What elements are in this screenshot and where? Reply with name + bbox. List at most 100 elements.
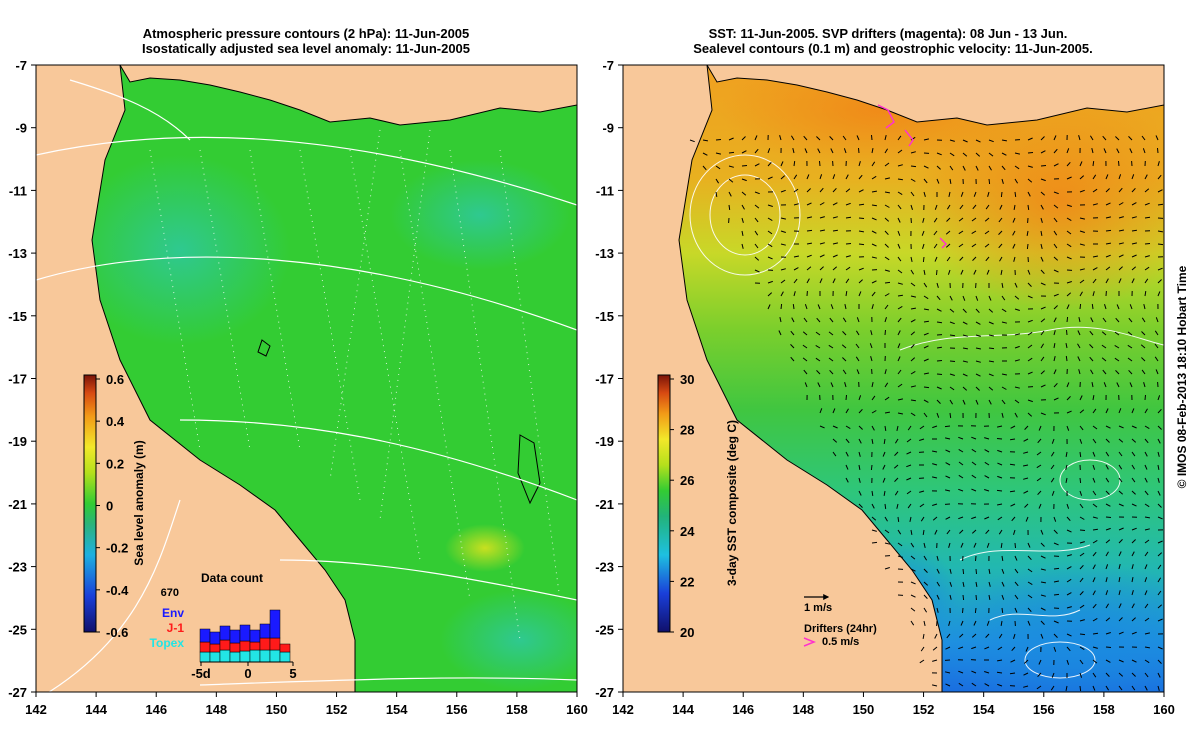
velocity-arrow (1053, 382, 1058, 388)
velocity-arrow (1066, 503, 1070, 509)
velocity-arrow (1040, 191, 1046, 196)
velocity-arrow (832, 229, 838, 232)
velocity-arrow (1118, 254, 1124, 258)
right-y-tick-label: -9 (602, 121, 614, 136)
velocity-arrow (1157, 189, 1163, 193)
velocity-arrow (945, 462, 951, 466)
velocity-arrow (1079, 395, 1083, 401)
velocity-arrow (1118, 266, 1123, 271)
velocity-arrow (819, 216, 825, 219)
velocity-arrow (1144, 464, 1148, 470)
velocity-arrow (897, 217, 901, 223)
velocity-arrow (790, 135, 795, 141)
velocity-arrow (871, 204, 877, 207)
velocity-arrow (715, 165, 721, 170)
velocity-arrow (1079, 161, 1083, 167)
velocity-arrow (856, 369, 860, 375)
velocity-arrow (1040, 356, 1045, 362)
velocity-arrow (1066, 578, 1072, 583)
velocity-arrow (1079, 604, 1085, 609)
velocity-arrow (910, 620, 915, 626)
velocity-arrow (858, 267, 864, 271)
velocity-arrow (1014, 607, 1018, 613)
velocity-arrow (1000, 191, 1003, 198)
inset-bar-env (239, 624, 251, 642)
velocity-arrow (1013, 529, 1016, 535)
velocity-arrow (1131, 229, 1137, 232)
velocity-arrow (1065, 343, 1068, 349)
left-x-tick-label: 154 (386, 702, 408, 717)
right-x-tick-label: 142 (612, 702, 634, 717)
velocity-arrow (958, 474, 964, 479)
velocity-arrow (1040, 581, 1046, 584)
inset-bar-env (209, 631, 221, 645)
velocity-arrow (910, 581, 916, 585)
velocity-arrow (1014, 178, 1019, 184)
velocity-arrow (984, 489, 990, 492)
velocity-arrow (962, 581, 965, 588)
velocity-arrow (897, 398, 904, 401)
velocity-arrow (845, 464, 849, 470)
velocity-arrow (1131, 590, 1134, 596)
velocity-arrow (830, 304, 834, 310)
velocity-arrow (959, 633, 964, 638)
velocity-arrow (996, 503, 1003, 506)
land-new-guinea (119, 65, 577, 126)
velocity-arrow (802, 331, 808, 336)
right-x-tick-label: 152 (913, 702, 935, 717)
velocity-arrow (1092, 617, 1098, 622)
velocity-arrow (1144, 551, 1149, 557)
velocity-arrow (1014, 152, 1021, 155)
velocity-arrow (962, 165, 966, 171)
velocity-arrow (832, 174, 836, 180)
velocity-arrow (832, 408, 836, 414)
velocity-arrow (897, 243, 901, 249)
velocity-arrow (793, 255, 800, 258)
velocity-arrow (780, 279, 786, 284)
velocity-arrow (793, 188, 799, 193)
velocity-arrow (946, 256, 951, 262)
sla-colorbar-label: Sea level anomaly (m) (132, 440, 146, 565)
velocity-arrow (988, 152, 994, 157)
velocity-arrow (791, 317, 795, 323)
velocity-arrow (986, 269, 990, 275)
velocity-arrow (1079, 503, 1084, 509)
velocity-arrow (829, 317, 834, 323)
velocity-arrow (910, 594, 916, 598)
velocity-arrow (1157, 243, 1164, 246)
velocity-arrow (1078, 135, 1081, 141)
velocity-arrow (715, 139, 722, 141)
velocity-arrow (910, 191, 915, 197)
velocity-arrow (1001, 165, 1006, 171)
left-y-tick-label: -11 (9, 183, 27, 198)
right-y-tick-label: -27 (595, 685, 614, 700)
velocity-arrow (1118, 174, 1122, 180)
velocity-arrow (1118, 617, 1123, 622)
velocity-arrow (841, 344, 847, 349)
velocity-arrow (1131, 242, 1138, 245)
velocity-arrow (1144, 278, 1149, 284)
velocity-arrow (947, 269, 951, 275)
velocity-arrow (1014, 333, 1021, 336)
velocity-arrow (923, 332, 929, 336)
velocity-arrow (1131, 187, 1136, 193)
velocity-arrow (998, 230, 1003, 235)
velocity-arrow (1129, 382, 1133, 388)
velocity-arrow (1118, 551, 1122, 557)
velocity-arrow (884, 503, 887, 510)
velocity-arrow (894, 438, 899, 444)
velocity-arrow (934, 256, 938, 262)
velocity-arrow (973, 269, 977, 275)
velocity-arrow (1027, 178, 1033, 183)
velocity-arrow (988, 334, 995, 337)
velocity-arrow (832, 266, 838, 271)
velocity-arrow (1040, 384, 1046, 388)
velocity-arrow (949, 594, 952, 600)
velocity-arrow (790, 356, 795, 362)
velocity-arrow (819, 408, 823, 414)
velocity-arrow (996, 489, 1003, 492)
velocity-arrow (910, 319, 916, 323)
velocity-arrow (959, 204, 964, 210)
velocity-arrow (1157, 659, 1162, 664)
velocity-arrow (1027, 357, 1033, 362)
